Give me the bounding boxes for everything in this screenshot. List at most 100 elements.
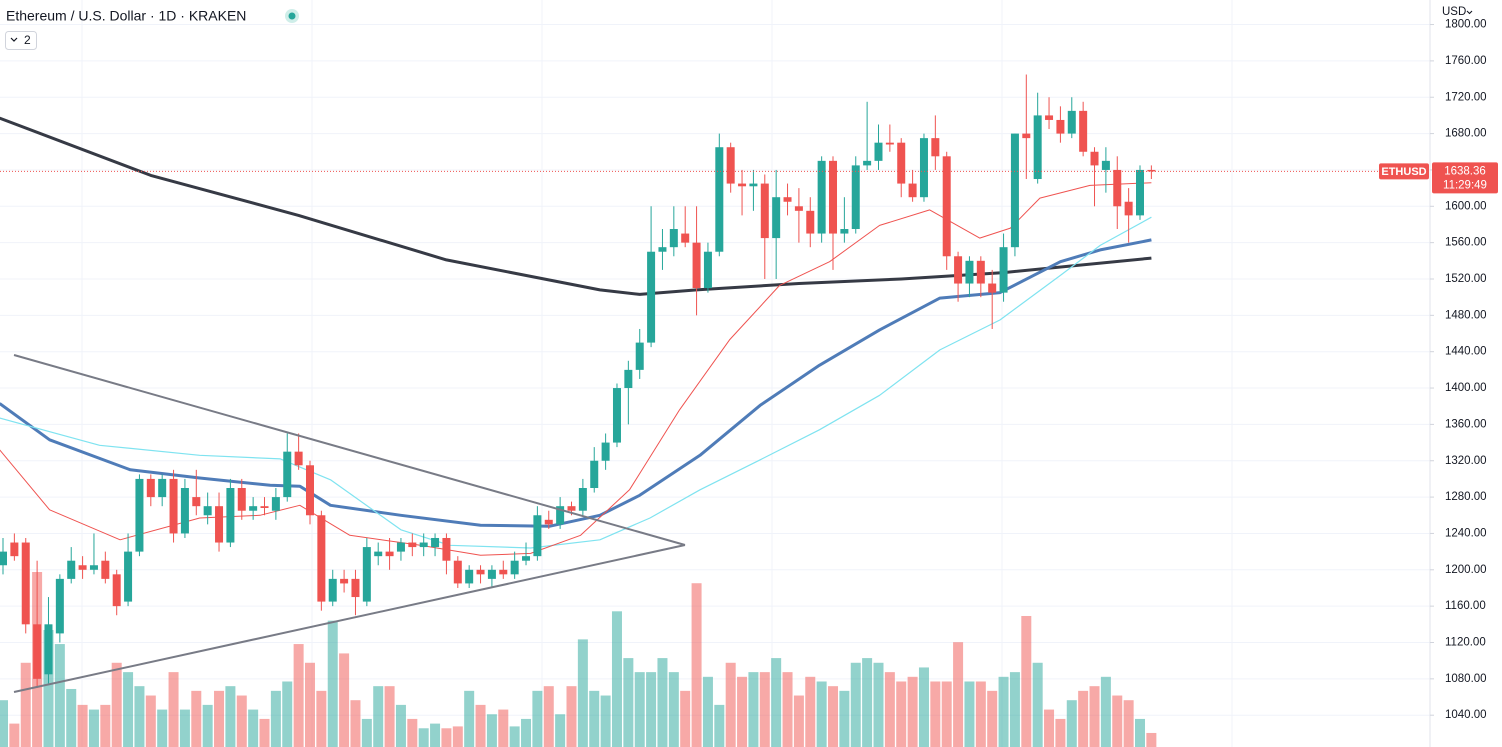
- candle-body: [67, 560, 76, 579]
- candle-body: [192, 497, 201, 507]
- candle-body: [362, 547, 371, 602]
- volume-bar: [248, 709, 259, 747]
- volume-bar: [54, 644, 65, 747]
- volume-bar: [918, 667, 929, 747]
- volume-bar: [623, 658, 634, 747]
- volume-bar: [43, 630, 54, 747]
- candle-body: [465, 569, 474, 584]
- candle-body: [385, 551, 394, 557]
- volume-bar: [464, 690, 475, 747]
- candle-body: [510, 560, 519, 575]
- volume-bar: [816, 681, 827, 747]
- candle-body: [669, 229, 678, 248]
- indicator-toggle[interactable]: 2: [5, 31, 37, 50]
- volume-bar: [862, 658, 873, 747]
- volume-bar: [1055, 718, 1066, 747]
- candle-body: [817, 160, 826, 234]
- candle-body: [317, 515, 326, 602]
- candle-body: [624, 369, 633, 389]
- volume-bar: [759, 672, 770, 747]
- candle-body: [749, 183, 758, 187]
- moving-averages: [0, 116, 1152, 556]
- volume-bar: [941, 681, 952, 747]
- volume-bar: [179, 709, 190, 747]
- currency[interactable]: USD: [1442, 6, 1466, 18]
- volume-bar: [236, 695, 247, 747]
- candle-body: [692, 242, 701, 289]
- candle-body: [419, 542, 428, 548]
- last-price-label: 1638.36: [1444, 165, 1486, 177]
- volume-bar: [1123, 700, 1134, 747]
- y-tick-label: 1600.00: [1445, 200, 1487, 212]
- volume-bar: [646, 672, 657, 747]
- volume-bar: [839, 690, 850, 747]
- candle-body: [1113, 169, 1122, 207]
- volume-bar: [452, 726, 463, 747]
- candle-body: [169, 478, 178, 534]
- volume-bar: [1146, 732, 1157, 747]
- volume-bar: [123, 672, 134, 747]
- volume-bar: [600, 695, 611, 747]
- candle-body: [112, 574, 121, 607]
- candle-body: [738, 183, 747, 187]
- y-tick-label: 1200.00: [1445, 564, 1487, 576]
- candle-body: [1045, 115, 1054, 120]
- volume-bar: [395, 704, 406, 747]
- candle-body: [1101, 160, 1110, 170]
- volume-bar: [168, 672, 179, 747]
- volume-bar: [384, 686, 395, 747]
- candle-body: [681, 233, 690, 243]
- volume-bar: [407, 718, 418, 747]
- candle-body: [135, 478, 144, 552]
- volume-bar: [259, 718, 270, 747]
- candle-body: [772, 197, 781, 239]
- volume-bar: [964, 681, 975, 747]
- candle-body: [556, 506, 565, 525]
- volume-bar: [680, 690, 691, 747]
- y-tick-label: 1440.00: [1445, 346, 1487, 358]
- volume-bar: [668, 672, 679, 747]
- y-tick-label: 1160.00: [1445, 600, 1486, 612]
- candle-body: [442, 537, 451, 561]
- candle-body: [658, 247, 667, 252]
- volume-bar: [327, 620, 338, 747]
- candle-body: [78, 565, 87, 570]
- indicator-badge[interactable]: [5, 31, 37, 50]
- volume-bar: [430, 723, 441, 747]
- volume-bar: [0, 700, 8, 747]
- candle-body: [829, 160, 838, 234]
- volume-bar: [577, 639, 588, 747]
- status-dot: [288, 12, 296, 20]
- volume-bar: [270, 690, 281, 747]
- volume-bar: [566, 686, 577, 747]
- candle-body: [21, 542, 30, 625]
- candle-body: [590, 460, 599, 489]
- trend-line: [13, 354, 686, 546]
- volume-bar: [850, 662, 861, 747]
- volume-bar: [339, 653, 350, 747]
- symbol-label: ETHUSD: [1381, 166, 1426, 178]
- candle-body: [760, 183, 769, 239]
- moving-average: [0, 238, 1152, 528]
- candle-body: [101, 560, 110, 579]
- candle-body: [919, 138, 928, 198]
- currency-menu[interactable]: USD: [1442, 6, 1473, 18]
- y-tick-label: 1280.00: [1445, 491, 1487, 503]
- candles: [0, 74, 1156, 688]
- volume-bar: [498, 709, 509, 747]
- y-tick-label: 1680.00: [1445, 128, 1487, 140]
- volume-bar: [975, 681, 986, 747]
- volume-bar: [134, 686, 145, 747]
- volume-bar: [987, 690, 998, 747]
- candle-body: [44, 624, 53, 675]
- candle-body: [271, 497, 280, 511]
- candle-body: [158, 478, 167, 498]
- y-tick-label: 1120.00: [1445, 637, 1486, 649]
- y-tick-label: 1240.00: [1445, 527, 1487, 539]
- candle-body: [999, 247, 1008, 293]
- volume-bar: [361, 718, 372, 747]
- volume-bar: [1032, 662, 1043, 747]
- volume-bar: [737, 676, 748, 747]
- volume-bar: [555, 714, 566, 747]
